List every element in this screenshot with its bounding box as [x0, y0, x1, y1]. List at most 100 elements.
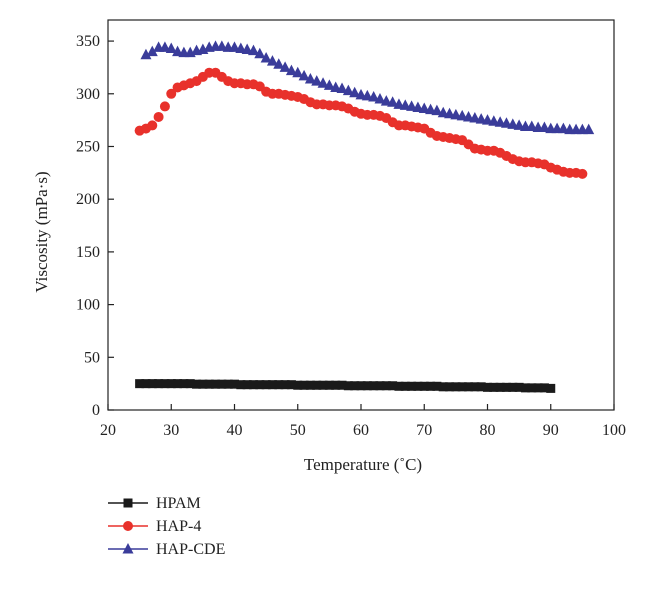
data-point: [293, 380, 303, 390]
data-point: [418, 102, 430, 114]
data-point: [173, 379, 183, 389]
data-point: [323, 79, 335, 90]
data-point: [546, 383, 556, 393]
y-tick-label: 300: [76, 86, 100, 103]
data-point: [255, 380, 265, 390]
data-point: [527, 383, 537, 393]
plot-area: [134, 40, 595, 393]
data-point: [507, 118, 519, 129]
y-tick-label: 0: [92, 402, 100, 419]
data-point: [526, 120, 538, 131]
data-point: [483, 382, 492, 392]
data-point: [407, 381, 417, 391]
data-point: [165, 42, 177, 53]
data-point: [211, 379, 221, 389]
series-hpam: [135, 379, 556, 393]
x-axis-title: Temperature (˚C): [304, 455, 422, 474]
x-tick-label: 80: [480, 422, 496, 439]
legend-marker: [123, 521, 133, 531]
data-point: [400, 381, 410, 391]
data-point: [437, 106, 449, 118]
legend-item-hpam: HPAM: [108, 495, 201, 512]
data-point: [387, 96, 399, 107]
legend-item-hap-4: HAP-4: [108, 518, 201, 535]
data-point: [166, 379, 176, 389]
legend-item-hap-cde: HAP-CDE: [108, 541, 225, 558]
data-point: [312, 380, 322, 390]
data-point: [204, 379, 214, 389]
data-point: [292, 66, 304, 78]
data-point: [388, 381, 398, 391]
data-point: [286, 380, 296, 390]
x-tick-label: 100: [602, 422, 626, 439]
data-point: [160, 379, 170, 389]
data-point: [166, 88, 177, 99]
data-point: [557, 122, 569, 134]
data-point: [147, 379, 157, 389]
data-point: [538, 121, 550, 133]
data-point: [419, 381, 429, 391]
data-point: [235, 42, 247, 53]
data-point: [520, 383, 530, 393]
x-tick-label: 90: [543, 422, 559, 439]
data-point: [223, 379, 233, 389]
series-hap-4: [134, 67, 588, 179]
data-point: [476, 382, 486, 392]
data-point: [279, 61, 291, 72]
data-point: [494, 116, 506, 127]
data-point: [495, 382, 505, 392]
legend-label: HPAM: [156, 495, 201, 512]
data-point: [331, 380, 341, 390]
data-point: [305, 380, 315, 390]
data-point: [273, 58, 285, 69]
data-point: [280, 380, 290, 390]
data-point: [426, 381, 436, 391]
y-tick-label: 100: [76, 297, 100, 314]
data-point: [254, 47, 266, 59]
x-tick-label: 40: [227, 422, 243, 439]
data-point: [198, 379, 208, 389]
data-point: [513, 119, 525, 130]
legend-marker: [122, 543, 134, 554]
data-point: [508, 382, 518, 392]
data-point: [242, 380, 252, 390]
y-tick-label: 150: [76, 244, 100, 261]
data-point: [330, 81, 342, 92]
data-point: [450, 108, 462, 120]
data-point: [217, 379, 227, 389]
data-point: [577, 168, 588, 179]
data-point: [274, 380, 284, 390]
data-point: [500, 117, 512, 128]
legend-label: HAP-4: [156, 518, 201, 535]
legend: HPAM HAP-4 HAP-CDE: [108, 495, 225, 558]
data-point: [147, 120, 158, 131]
data-point: [216, 40, 228, 51]
data-point: [438, 382, 448, 392]
data-point: [154, 379, 164, 389]
data-point: [362, 381, 372, 391]
data-point: [456, 109, 468, 121]
data-point: [355, 88, 367, 100]
data-point: [285, 64, 297, 76]
data-point: [463, 110, 475, 122]
data-point: [311, 75, 323, 86]
data-point: [368, 90, 380, 102]
data-point: [469, 112, 481, 123]
data-point: [444, 107, 456, 119]
data-point: [146, 45, 158, 57]
data-point: [266, 55, 278, 66]
data-point: [356, 381, 366, 391]
data-point: [336, 82, 348, 94]
x-tick-label: 20: [100, 422, 116, 439]
x-tick-label: 50: [290, 422, 306, 439]
data-point: [135, 379, 145, 389]
data-point: [369, 381, 379, 391]
data-point: [399, 99, 411, 110]
data-point: [361, 89, 373, 101]
data-point: [337, 380, 347, 390]
y-tick-label: 350: [76, 33, 100, 50]
data-point: [464, 382, 474, 392]
data-point: [267, 380, 277, 390]
data-point: [342, 84, 354, 96]
